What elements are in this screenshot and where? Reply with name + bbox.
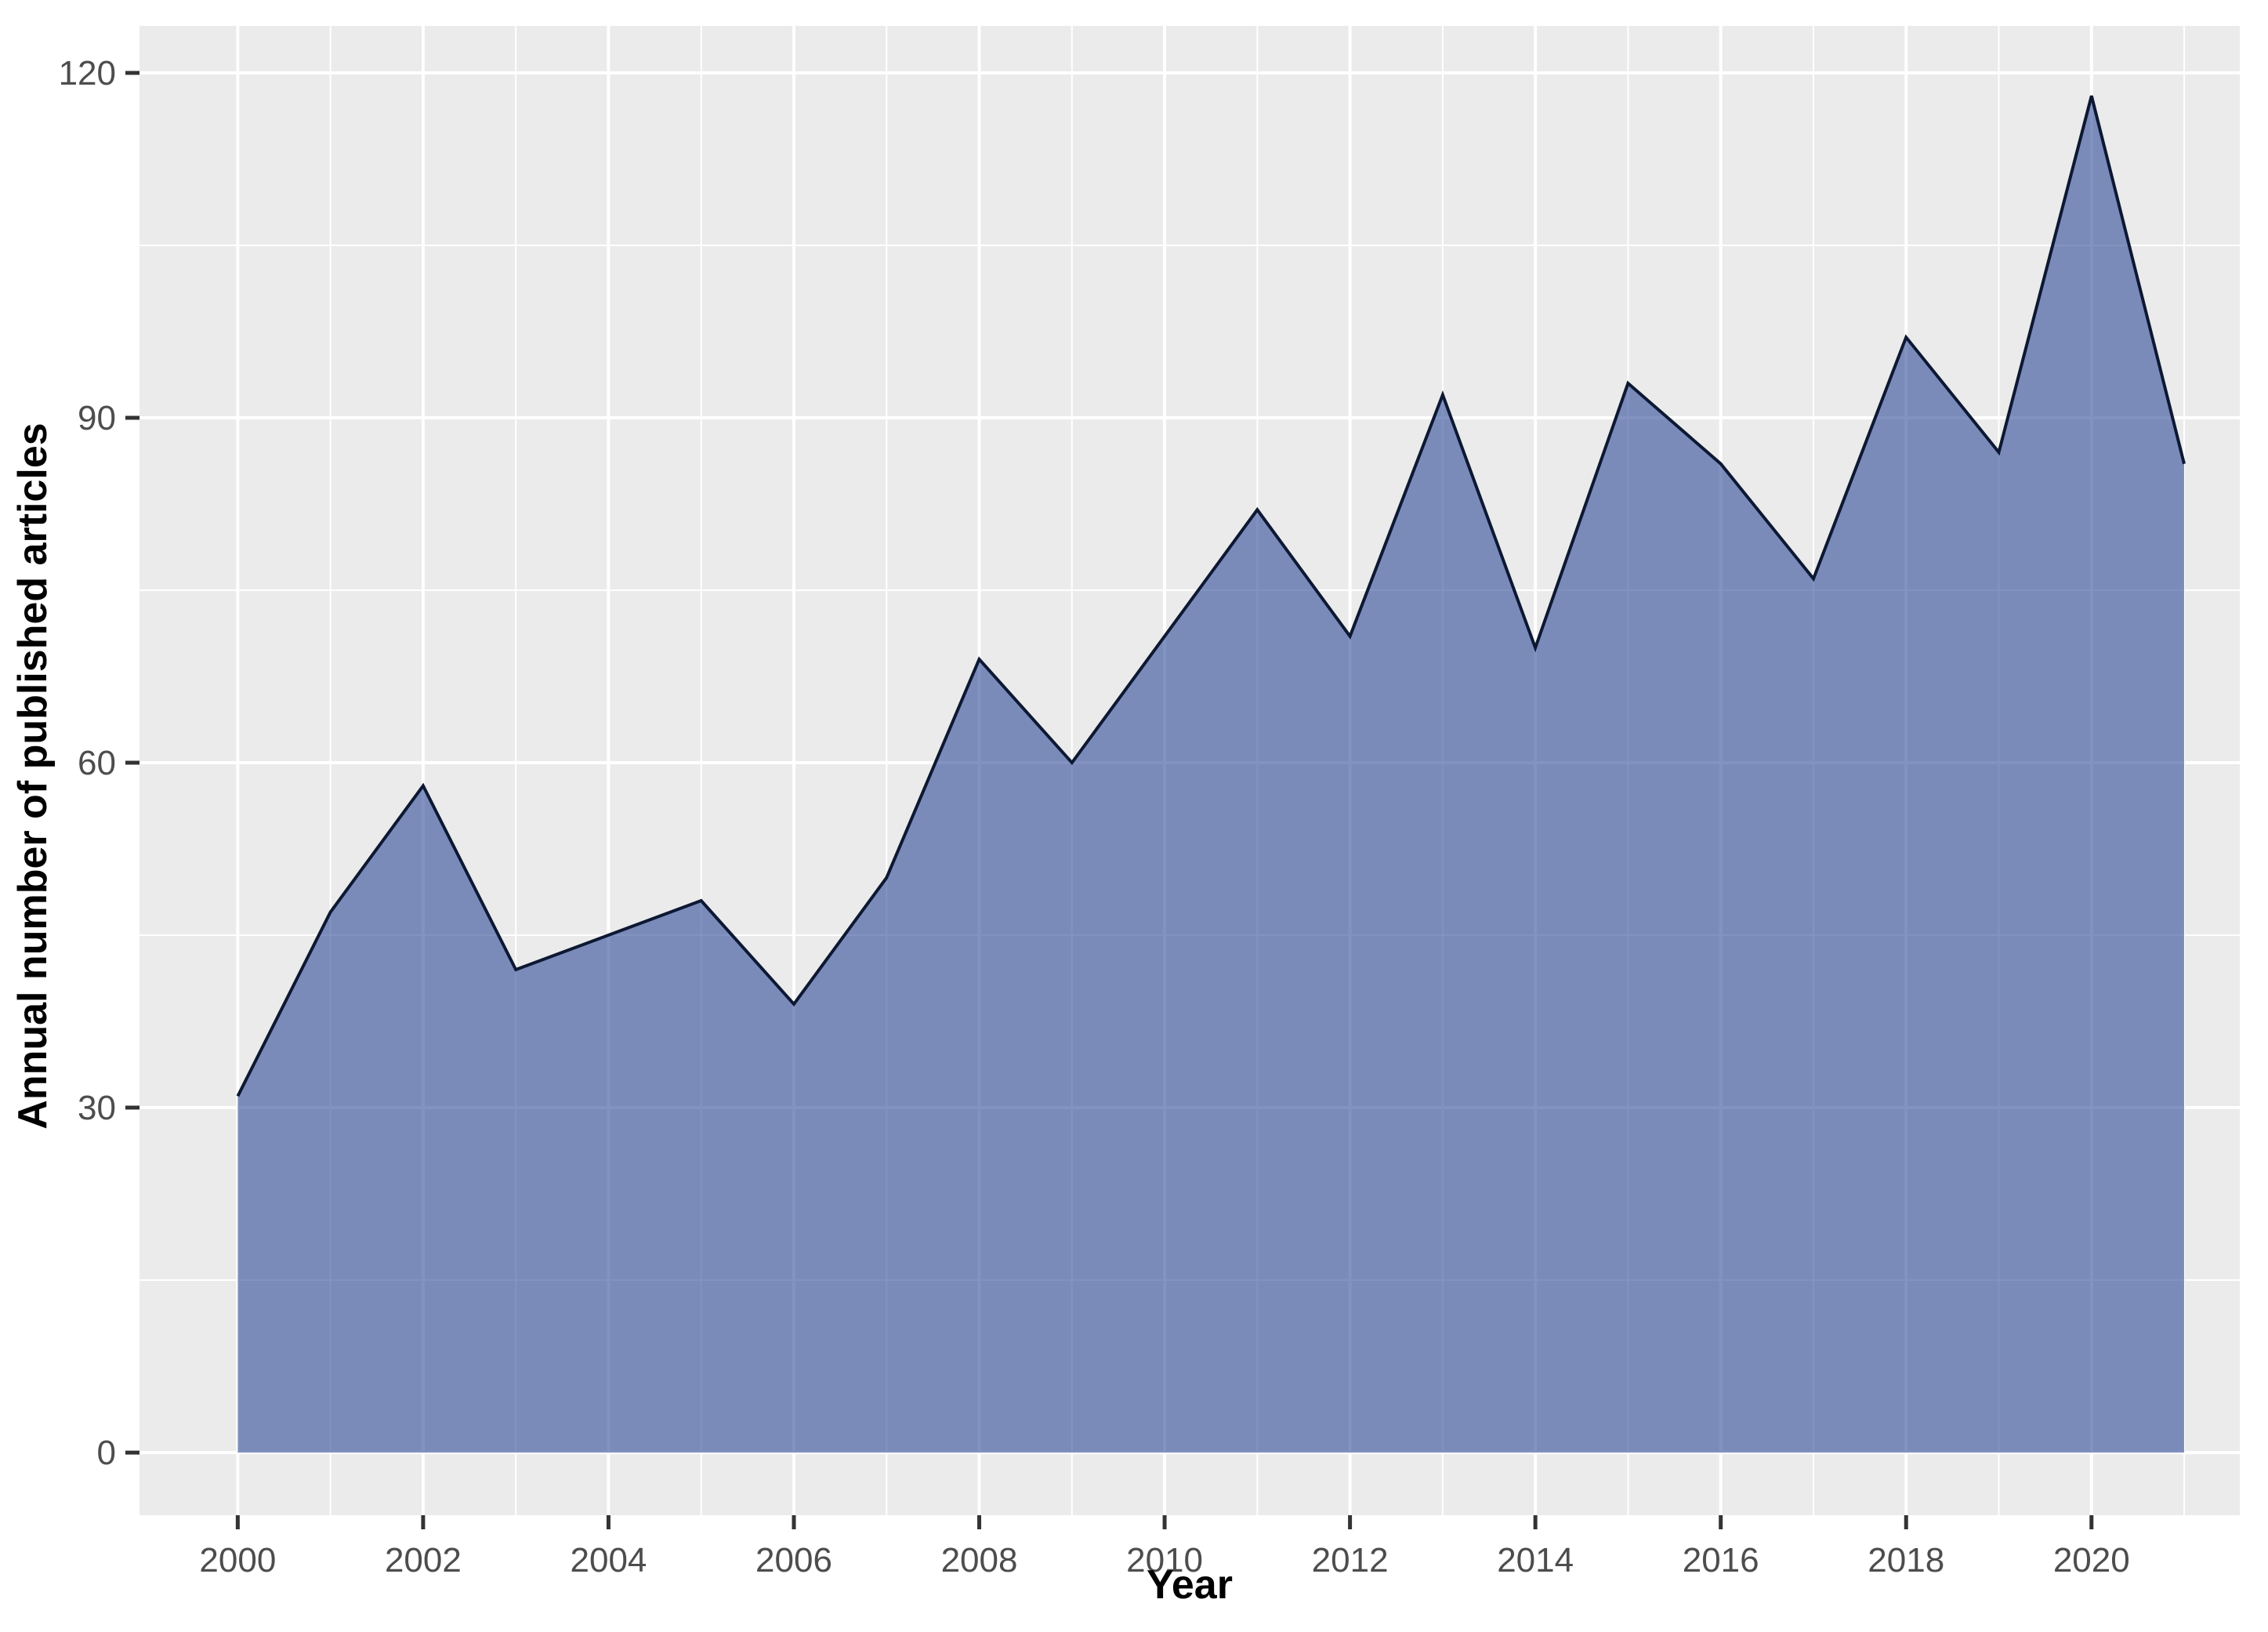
y-tick-label: 60 — [78, 744, 116, 782]
area-outline — [236, 95, 2186, 1097]
y-tick-label: 0 — [97, 1434, 116, 1472]
x-tick-label: 2010 — [1126, 1541, 1203, 1579]
x-tick-label: 2014 — [1497, 1541, 1574, 1579]
y-tick-label: 120 — [59, 54, 116, 92]
x-tick-label: 2002 — [385, 1541, 462, 1579]
x-axis-title: Year — [1147, 1562, 1233, 1608]
y-tick-label: 90 — [78, 399, 116, 437]
x-tick-label: 2020 — [2053, 1541, 2130, 1579]
x-tick-label: 2000 — [199, 1541, 276, 1579]
x-tick-label: 2008 — [941, 1541, 1018, 1579]
y-axis-title: Annual number of published articles — [10, 423, 56, 1130]
x-tick-label: 2016 — [1683, 1541, 1759, 1579]
area-fill — [237, 96, 2185, 1453]
x-tick-label: 2012 — [1312, 1541, 1389, 1579]
x-tick-label: 2004 — [571, 1541, 647, 1579]
y-tick-label: 30 — [78, 1089, 116, 1127]
x-tick-label: 2006 — [755, 1541, 832, 1579]
x-tick-label: 2018 — [1868, 1541, 1944, 1579]
